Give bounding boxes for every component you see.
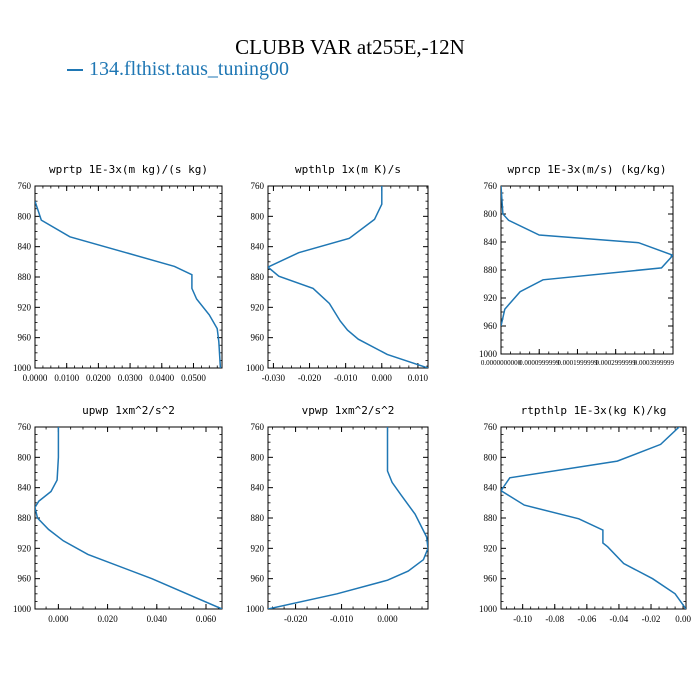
x-tick-label: -0.020 [298, 373, 322, 383]
plot-frame [267, 426, 429, 610]
x-tick-label: 0.0003999999 [634, 359, 675, 367]
series-line [501, 427, 686, 609]
x-tick-label: 0.0000999999 [519, 359, 560, 367]
y-tick-label: 960 [251, 574, 265, 584]
y-tick-label: 920 [484, 293, 498, 303]
y-tick-label: 840 [251, 483, 265, 493]
series-line [268, 186, 428, 368]
x-tick-label: 0.0400 [149, 373, 174, 383]
y-tick-label: 800 [251, 452, 265, 462]
y-tick-label: 960 [18, 333, 32, 343]
y-tick-label: 880 [18, 513, 32, 523]
x-tick-label: -0.06 [577, 614, 596, 624]
x-tick-label: 0.0200 [86, 373, 111, 383]
y-tick-label: 760 [251, 422, 265, 432]
x-tick-label: -0.02 [642, 614, 661, 624]
y-tick-label: 920 [18, 302, 32, 312]
y-tick-label: 920 [18, 543, 32, 553]
y-tick-label: 960 [484, 321, 498, 331]
x-tick-label: 0.020 [97, 614, 118, 624]
x-tick-label: 0.000 [372, 373, 393, 383]
panel-title: rtpthlp 1E-3x(kg K)/kg [521, 404, 667, 417]
panel-title: upwp 1xm^2/s^2 [82, 404, 175, 417]
legend-line-icon [67, 69, 83, 72]
figure-title: CLUBB VAR at255E,-12N [235, 35, 465, 59]
x-tick-label: 0.0001999999 [557, 359, 598, 367]
panel-6: rtpthlp 1E-3x(kg K)/kg 760 800 840 880 920 960… [479, 404, 691, 624]
y-tick-label: 840 [18, 242, 32, 252]
y-tick-label: 1000 [13, 363, 32, 373]
y-tick-label: 760 [18, 422, 32, 432]
x-tick-label: 0.0002999999 [596, 359, 637, 367]
y-tick-label: 840 [18, 483, 32, 493]
x-tick-label: 0.0000000000 [481, 359, 522, 367]
panel-title: vpwp 1xm^2/s^2 [302, 404, 395, 417]
y-tick-label: 840 [484, 237, 498, 247]
panel-5: vpwp 1xm^2/s^2 760 800 840 880 920 960 1000 -0.0… [246, 404, 429, 624]
x-tick-label: 0.040 [147, 614, 168, 624]
y-tick-label: 880 [251, 513, 265, 523]
x-tick-label: -0.04 [610, 614, 629, 624]
y-tick-label: 960 [251, 333, 265, 343]
y-tick-label: 880 [18, 272, 32, 282]
y-tick-label: 760 [251, 181, 265, 191]
panel-title: wprcp 1E-3x(m/s) (kg/kg) [508, 163, 667, 176]
y-tick-label: 880 [251, 272, 265, 282]
y-tick-label: 800 [251, 211, 265, 221]
x-tick-label: 0.0300 [118, 373, 143, 383]
y-tick-label: 1000 [479, 604, 498, 614]
y-tick-label: 840 [251, 242, 265, 252]
y-tick-label: 800 [18, 452, 32, 462]
series-line [501, 186, 673, 327]
x-tick-label: -0.010 [334, 373, 358, 383]
series-line [268, 427, 428, 609]
plot-frame [34, 185, 223, 369]
y-tick-label: 840 [484, 483, 498, 493]
x-tick-label: 0.0000 [23, 373, 48, 383]
y-tick-label: 800 [484, 209, 498, 219]
x-tick-label: 0.060 [196, 614, 217, 624]
x-tick-label: -0.10 [513, 614, 532, 624]
y-tick-label: 880 [484, 265, 498, 275]
y-tick-label: 960 [18, 574, 32, 584]
y-tick-label: 880 [484, 513, 498, 523]
panel-title: wprtp 1E-3x(m kg)/(s kg) [49, 163, 208, 176]
series-line [35, 427, 222, 609]
x-tick-label: 0.0100 [54, 373, 79, 383]
y-tick-label: 920 [251, 543, 265, 553]
x-tick-label: 0.0500 [181, 373, 206, 383]
x-tick-label: 0.000 [377, 614, 398, 624]
y-tick-label: 760 [484, 422, 498, 432]
x-tick-label: 0.00 [675, 614, 691, 624]
x-tick-label: -0.030 [262, 373, 286, 383]
legend: 134.flthist.taus_tuning00 [67, 58, 289, 81]
y-tick-label: 760 [18, 181, 32, 191]
x-tick-label: 0.010 [408, 373, 429, 383]
y-tick-label: 800 [484, 452, 498, 462]
panel-2: wpthlp 1x(m K)/s7608008408809209601000-0… [246, 163, 429, 383]
panel-4: upwp 1xm^2/s^2 760 800 840 880 920 960 1000 0.00… [13, 404, 223, 624]
x-tick-label: -0.010 [330, 614, 354, 624]
panel-title: wpthlp 1x(m K)/s [295, 163, 401, 176]
legend-label: 134.flthist.taus_tuning00 [89, 58, 289, 80]
y-tick-label: 920 [484, 543, 498, 553]
panel-3: wprcp 1E-3x(m/s) (kg/kg) 760 800 840 880 920 9… [479, 163, 675, 367]
y-tick-label: 1000 [246, 604, 265, 614]
x-tick-label: -0.08 [545, 614, 564, 624]
plot-frame [34, 426, 223, 610]
panel-1: wprtp 1E-3x(m kg)/(s kg) 760 800 840 880 920 9… [13, 163, 223, 383]
x-tick-label: 0.000 [48, 614, 69, 624]
y-tick-label: 960 [484, 574, 498, 584]
series-line [35, 200, 222, 368]
y-tick-label: 1000 [479, 349, 498, 359]
x-tick-label: -0.020 [284, 614, 308, 624]
y-tick-label: 800 [18, 211, 32, 221]
y-tick-label: 1000 [13, 604, 32, 614]
y-tick-label: 760 [484, 181, 498, 191]
y-tick-label: 1000 [246, 363, 265, 373]
y-tick-label: 920 [251, 302, 265, 312]
plot-frame [267, 185, 429, 369]
